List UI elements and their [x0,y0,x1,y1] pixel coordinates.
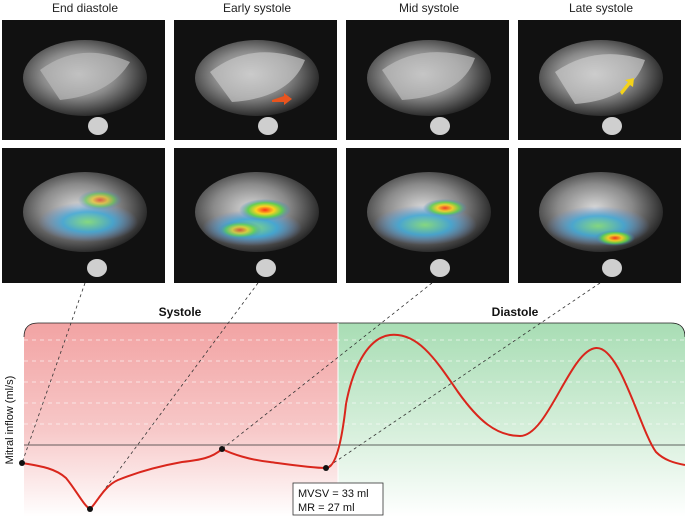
flow-panel-row2-col4 [518,148,681,283]
mri-panel-row1-col3 [346,20,509,140]
mitral-inflow-curve [21,333,685,511]
column-title-end-diastole: End diastole [52,1,118,15]
mri-panel-row1-col4 [518,20,681,140]
y-axis-label: Mitral inflow (ml/s) [4,376,16,465]
arrow-late-systole-icon [620,78,634,95]
diastole-region [338,322,685,517]
flow-panel-row2-col3 [346,148,509,283]
marker-end-diastole [19,460,25,466]
systole-label: Systole [159,305,202,319]
marker-late-systole [323,465,329,471]
column-title-early-systole: Early systole [223,1,291,15]
systole-region [23,322,338,517]
column-title-late-systole: Late systole [569,1,633,15]
arrow-early-systole-icon [272,93,292,105]
flow-panel-row2-col2 [174,148,337,283]
annotation-mr: MR = 27 ml [298,502,355,514]
connector-lines [21,282,601,510]
column-title-mid-systole: Mid systole [399,1,459,15]
diastole-label: Diastole [492,305,539,319]
mri-panel-row1-col2 [174,20,337,140]
flow-panel-row2-col1 [2,148,165,283]
mri-panel-row1-col1 [2,20,165,140]
marker-mid-systole [219,446,225,452]
annotation-mvsv: MVSV = 33 ml [298,488,369,500]
stroke-volume-annotation: MVSV = 33 ml MR = 27 ml [292,482,384,516]
gridlines [24,339,685,425]
marker-early-systole [87,506,93,512]
